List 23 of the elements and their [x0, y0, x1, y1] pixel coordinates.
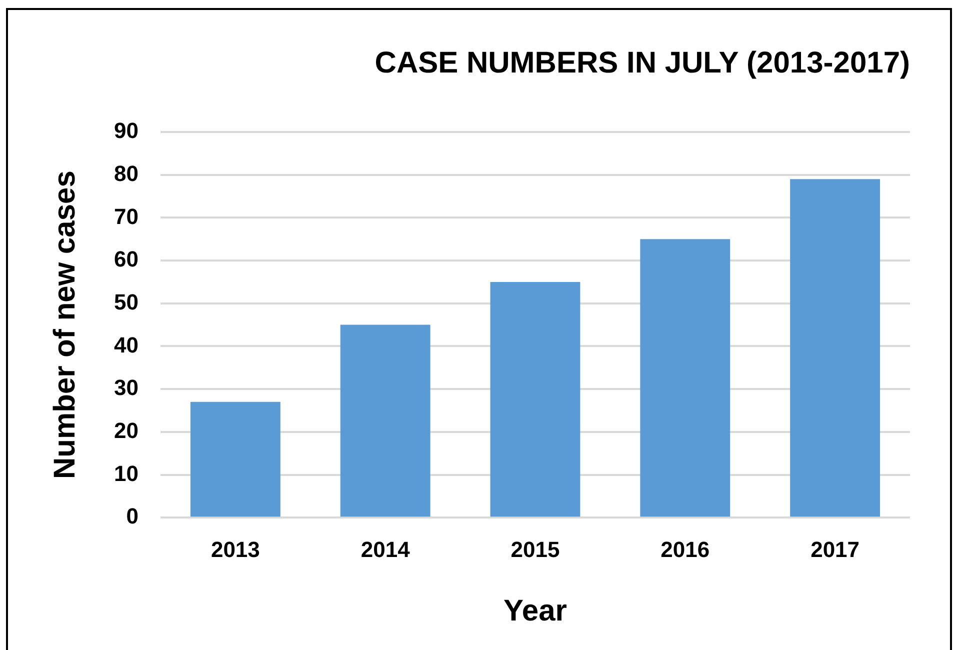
y-axis-title: Number of new cases: [48, 170, 82, 480]
x-tick-label: 2014: [360, 536, 411, 562]
x-tick-label: 2017: [810, 536, 860, 562]
bar: [790, 179, 880, 517]
x-tick-label: 2013: [210, 536, 260, 562]
x-axis-title: Year: [504, 594, 568, 628]
y-tick-label: 80: [114, 160, 138, 186]
bar: [340, 324, 430, 517]
y-tick-label: 70: [114, 204, 138, 229]
y-tick-label: 40: [114, 332, 138, 358]
bar: [190, 402, 280, 517]
bar: [490, 282, 580, 517]
y-tick-label: 50: [114, 289, 138, 314]
y-tick-label: 10: [114, 460, 138, 486]
y-tick-label: 30: [114, 375, 138, 400]
y-tick-label: 0: [126, 504, 138, 529]
y-tick-label: 60: [114, 246, 138, 272]
y-tick-label: 90: [114, 118, 138, 144]
y-tick-label: 20: [114, 418, 138, 443]
chart-title: CASE NUMBERS IN JULY (2013-2017): [374, 46, 910, 80]
x-tick-label: 2016: [660, 536, 710, 562]
x-tick-label: 2015: [510, 536, 560, 562]
bar: [640, 239, 730, 517]
